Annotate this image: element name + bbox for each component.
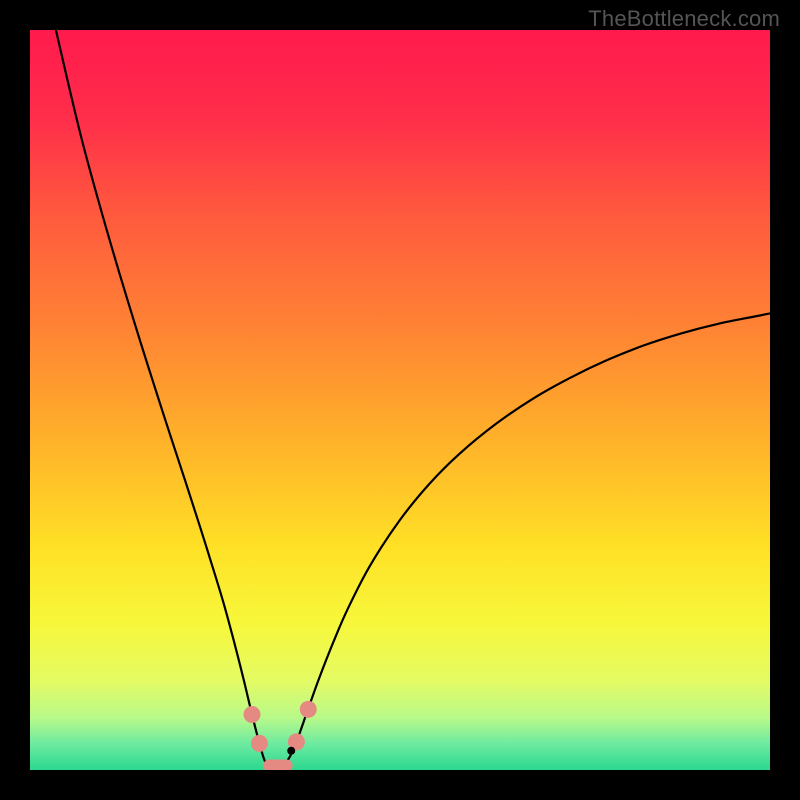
chart-background [30,30,770,770]
trough-black-dot [287,747,295,755]
bottleneck-curve-chart [30,30,770,770]
chart-frame: TheBottleneck.com [0,0,800,800]
trough-capsule [263,760,293,770]
trough-dot [251,735,268,752]
watermark-text: TheBottleneck.com [588,6,780,32]
trough-dot [244,706,261,723]
trough-dot [300,701,317,718]
plot-area [30,30,770,770]
